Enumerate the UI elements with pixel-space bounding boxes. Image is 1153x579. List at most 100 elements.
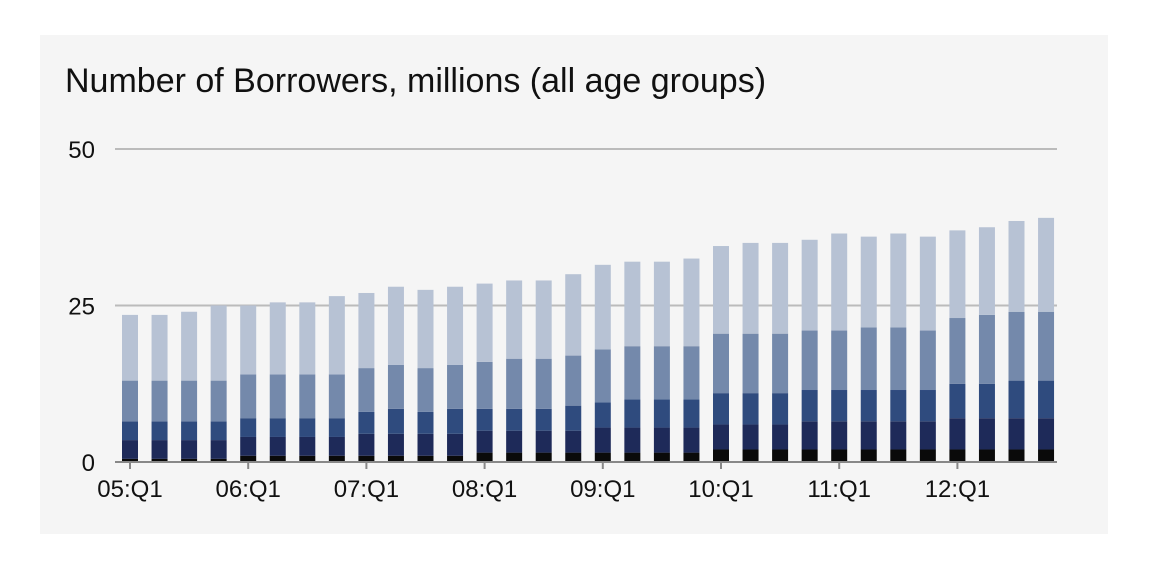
- bar-segment: [240, 436, 257, 456]
- y-tick-label: 25: [68, 294, 95, 321]
- bar-segment: [919, 236, 936, 331]
- bar-segment: [772, 424, 789, 450]
- bar-segment: [210, 458, 227, 462]
- bar-segment: [1008, 449, 1025, 462]
- bar-segment: [387, 433, 404, 456]
- bar-segment: [476, 430, 493, 453]
- bar-segment: [269, 418, 286, 437]
- bar-segment: [476, 283, 493, 362]
- bar-segment: [1038, 418, 1055, 450]
- bar-segment: [890, 233, 907, 328]
- bar-segment: [653, 399, 670, 428]
- bar-segment: [506, 358, 523, 409]
- bar-segment: [328, 296, 345, 375]
- bar-segment: [949, 383, 966, 419]
- bar-segment: [358, 411, 375, 434]
- bar-segment: [240, 418, 257, 437]
- bar-segment: [860, 327, 877, 391]
- bar-segment: [683, 452, 700, 462]
- bar-segment: [181, 440, 198, 459]
- bar-segment: [683, 258, 700, 347]
- bar-segment: [565, 430, 582, 453]
- bar-segment: [919, 449, 936, 462]
- bar-segment: [476, 452, 493, 462]
- bar-segment: [624, 427, 641, 453]
- bar-segment: [565, 274, 582, 356]
- x-tick-label: 05:Q1: [97, 476, 162, 503]
- bar-segment: [890, 421, 907, 450]
- bar-segment: [978, 314, 995, 384]
- x-tick-label: 10:Q1: [688, 476, 753, 503]
- bar-segment: [151, 440, 168, 459]
- bar-segment: [269, 436, 286, 456]
- bar-segment: [447, 433, 464, 456]
- bar-segment: [447, 455, 464, 462]
- x-tick-label: 08:Q1: [452, 476, 517, 503]
- bar-segment: [535, 430, 552, 453]
- bar-segment: [713, 393, 729, 425]
- bar-segment: [387, 286, 404, 365]
- bar-segment: [506, 280, 523, 359]
- bar-segment: [1008, 220, 1025, 312]
- x-tick-label: 07:Q1: [334, 476, 399, 503]
- bar-segment: [831, 390, 848, 422]
- bar-segment: [240, 305, 257, 375]
- y-tick-label: 0: [82, 450, 95, 477]
- bar-segment: [122, 440, 138, 459]
- bar-segment: [358, 433, 375, 456]
- bar-segment: [565, 405, 582, 431]
- bar-segment: [890, 449, 907, 462]
- bar-segment: [535, 358, 552, 409]
- bar-segment: [801, 449, 818, 462]
- bar-segment: [358, 292, 375, 369]
- bar-segment: [801, 390, 818, 422]
- bar-segment: [772, 393, 789, 425]
- bar-segment: [181, 421, 198, 441]
- bar-segment: [978, 383, 995, 419]
- bar-segment: [417, 455, 434, 462]
- bar-segment: [210, 380, 227, 422]
- bar-segment: [772, 242, 789, 334]
- bar-segment: [624, 346, 641, 400]
- chart-title: Number of Borrowers, millions (all age g…: [65, 62, 767, 100]
- bar-segment: [328, 436, 345, 456]
- bar-segment: [860, 421, 877, 450]
- x-tick-label: 06:Q1: [216, 476, 281, 503]
- bar-segment: [122, 458, 138, 462]
- bar-segment: [713, 449, 729, 462]
- bar-segment: [387, 408, 404, 434]
- bar-segment: [831, 421, 848, 450]
- bar-segment: [1008, 418, 1025, 450]
- bar-segment: [358, 455, 375, 462]
- bar-segment: [476, 408, 493, 431]
- bar-segment: [801, 330, 818, 391]
- bar-segment: [269, 374, 286, 419]
- bar-segment: [328, 418, 345, 437]
- bar-segment: [772, 449, 789, 462]
- bar-segment: [653, 346, 670, 400]
- bar-segment: [683, 427, 700, 453]
- bar-segment: [210, 440, 227, 459]
- bar-segment: [949, 318, 966, 384]
- bar-segment: [978, 449, 995, 462]
- bar-segment: [683, 399, 700, 428]
- bar-segment: [594, 402, 611, 428]
- bar-segment: [210, 421, 227, 441]
- bar-segment: [506, 452, 523, 462]
- bar-segment: [949, 230, 966, 319]
- bar-segment: [1008, 380, 1025, 419]
- bar-segment: [151, 380, 168, 422]
- bar-segment: [860, 236, 877, 328]
- bar-segment: [742, 393, 759, 425]
- bar-segment: [713, 424, 729, 450]
- bar-segment: [299, 455, 316, 462]
- bar-segment: [831, 449, 848, 462]
- bar-segment: [653, 261, 670, 347]
- bar-segment: [1008, 311, 1025, 381]
- bar-segment: [535, 452, 552, 462]
- bar-segment: [269, 302, 286, 375]
- bar-segment: [1038, 311, 1055, 381]
- bar-segment: [713, 333, 729, 394]
- bar-segment: [978, 227, 995, 315]
